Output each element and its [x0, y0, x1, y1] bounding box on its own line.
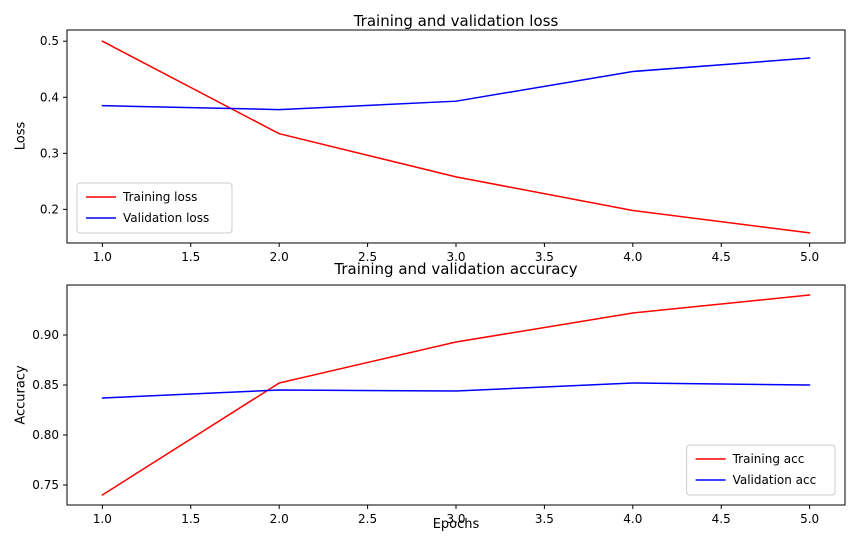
- x-axis-label: Epochs: [432, 517, 480, 532]
- validation-acc-line: [101, 382, 811, 399]
- training-and-validation-accuracy-axes: 1.0 1.5 2.0 2.5 3.0 3.5 4.0 4.5 5.0 0.75 0.80 0.85 0…: [32, 284, 846, 526]
- validation-acc-legend-label: Validation acc: [733, 473, 817, 487]
- y-tick-label: 0.80: [32, 428, 59, 442]
- x-tick-label: 4.0: [623, 250, 642, 264]
- legend-box: [76, 182, 233, 234]
- x-tick-label: 3.5: [535, 512, 554, 526]
- validation-loss-legend-label: Validation loss: [123, 211, 209, 225]
- y-tick-label: 0.75: [32, 478, 59, 492]
- x-tick-label: 4.5: [712, 250, 731, 264]
- x-tick-label: 5.0: [800, 512, 819, 526]
- legend: Training acc Validation acc: [686, 444, 836, 496]
- legend-box: [686, 444, 836, 496]
- training-and-validation-loss-axes: 1.0 1.5 2.0 2.5 3.0 3.5 4.0 4.5 5.0 0.2 0.3 0.4 0.5 T…: [40, 29, 846, 264]
- x-tick-label: 3.0: [446, 512, 465, 526]
- y-tick-label: 0.3: [40, 146, 59, 160]
- training-acc-line: [101, 294, 811, 496]
- y-tick-label: 0.2: [40, 202, 59, 216]
- training-loss-line: [101, 40, 811, 234]
- loss-chart-title: Training and validation loss: [353, 12, 559, 30]
- x-tick-label: 1.5: [181, 250, 200, 264]
- x-tick-label: 4.5: [712, 512, 731, 526]
- x-tick-label: 2.5: [358, 250, 377, 264]
- y-tick-label: 0.85: [32, 378, 59, 392]
- y-tick-label: 0.5: [40, 34, 59, 48]
- x-tick-label: 1.5: [181, 512, 200, 526]
- training-loss-legend-label: Training loss: [122, 190, 197, 204]
- validation-loss-line: [101, 57, 811, 111]
- x-tick-label: 1.0: [93, 512, 112, 526]
- legend: Training loss Validation loss: [76, 182, 233, 234]
- x-tick-label: 2.0: [270, 512, 289, 526]
- accuracy-chart-title: Training and validation accuracy: [334, 260, 578, 278]
- x-tick-label: 3.0: [446, 250, 465, 264]
- y-tick-label: 0.90: [32, 328, 59, 342]
- training-acc-legend-label: Training acc: [732, 452, 805, 466]
- x-tick-label: 2.0: [270, 250, 289, 264]
- loss-y-axis-label: Loss: [13, 121, 29, 151]
- accuracy-y-axis-label: Accuracy: [13, 365, 29, 425]
- y-tick-label: 0.4: [40, 90, 59, 104]
- x-tick-label: 4.0: [623, 512, 642, 526]
- x-tick-label: 5.0: [800, 250, 819, 264]
- x-tick-label: 2.5: [358, 512, 377, 526]
- x-tick-label: 3.5: [535, 250, 554, 264]
- x-tick-label: 1.0: [93, 250, 112, 264]
